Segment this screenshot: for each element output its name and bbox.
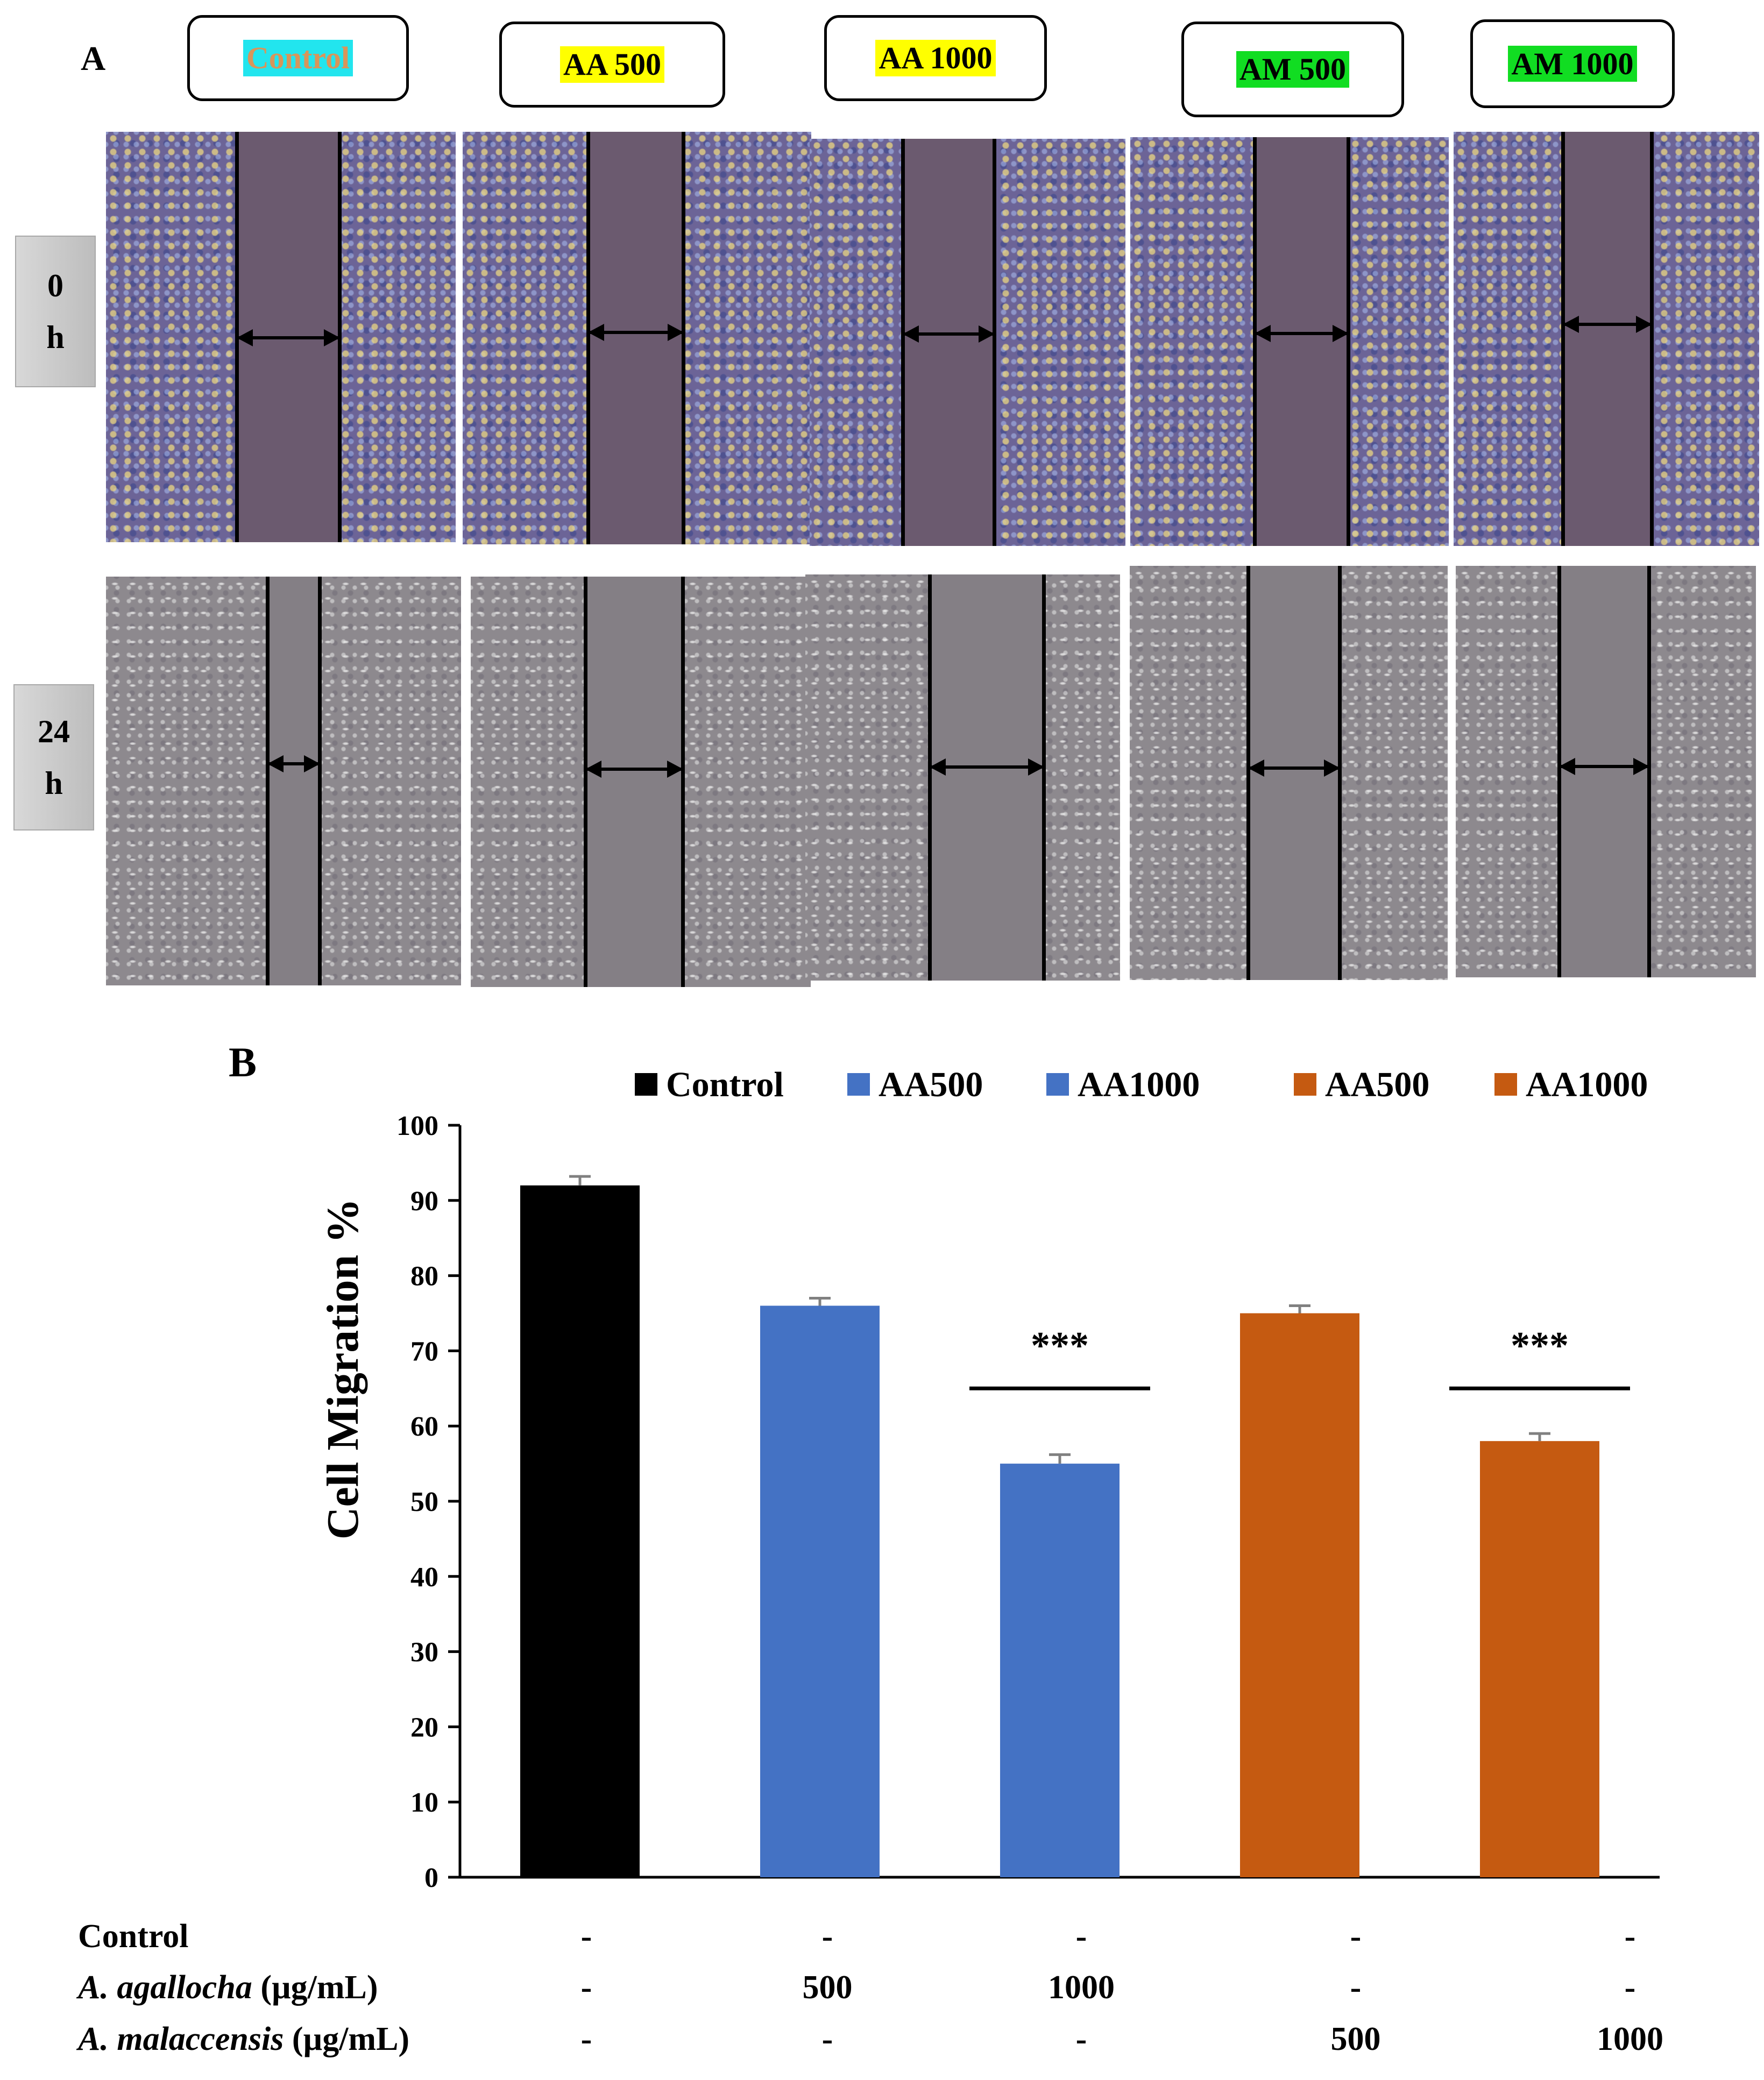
y-tick-label: 20 bbox=[410, 1712, 438, 1743]
gap-width-arrow bbox=[1563, 316, 1652, 333]
y-tick-label: 0 bbox=[424, 1863, 438, 1893]
y-tick-label: 70 bbox=[410, 1336, 438, 1367]
micrograph-aa1000-0h bbox=[810, 139, 1125, 546]
gap-width-arrow bbox=[1559, 758, 1649, 775]
y-axis: 0 10 20 30 40 50 60 70 80 90 100 bbox=[396, 1111, 1660, 1893]
bar-aa500 bbox=[760, 1305, 880, 1877]
condition-cell: 1000 bbox=[1597, 2021, 1663, 2057]
timepoint-value: 0 bbox=[47, 268, 63, 303]
condition-cell: - bbox=[580, 2021, 592, 2057]
legend-label: Control bbox=[666, 1065, 784, 1104]
y-tick-label: 10 bbox=[410, 1787, 438, 1818]
significance-marker: *** bbox=[1031, 1324, 1089, 1367]
gap-width-arrow bbox=[267, 755, 320, 772]
group-label-am500: AM 500 bbox=[1236, 51, 1350, 88]
gap-width-arrow bbox=[1248, 759, 1340, 777]
significance-marker: *** bbox=[1511, 1324, 1569, 1367]
group-label-box-control: Control bbox=[187, 15, 409, 101]
micrograph-aa1000-24h bbox=[805, 574, 1120, 981]
y-tick-label: 80 bbox=[410, 1261, 438, 1292]
bar-am500 bbox=[1240, 1313, 1359, 1877]
y-tick-label: 40 bbox=[410, 1562, 438, 1593]
gap-width-arrow bbox=[237, 329, 340, 346]
condition-cell: - bbox=[1624, 1969, 1636, 2006]
bars: *** *** bbox=[520, 1175, 1630, 1877]
bar-am1000 bbox=[1480, 1441, 1599, 1877]
gap-width-arrow bbox=[588, 324, 684, 341]
legend-swatch bbox=[635, 1073, 657, 1096]
condition-cell: - bbox=[821, 2021, 833, 2057]
micrograph-control-24h bbox=[106, 577, 461, 985]
condition-row-label: A. agallocha (µg/mL) bbox=[78, 1969, 378, 2006]
condition-cell: - bbox=[1075, 1918, 1087, 1955]
y-tick-label: 90 bbox=[410, 1186, 438, 1217]
condition-cell: - bbox=[1350, 1969, 1362, 2006]
condition-cell: - bbox=[1350, 1918, 1362, 1955]
legend-swatch bbox=[1046, 1073, 1069, 1096]
condition-cell: - bbox=[580, 1918, 592, 1955]
gap-width-arrow bbox=[1255, 325, 1349, 342]
legend-label: AA500 bbox=[879, 1065, 983, 1104]
micrograph-am500-0h bbox=[1130, 137, 1449, 546]
group-label-box-aa1000: AA 1000 bbox=[824, 15, 1047, 101]
y-tick-label: 30 bbox=[410, 1637, 438, 1668]
condition-row-label: A. malaccensis (µg/mL) bbox=[78, 2021, 410, 2057]
micrograph-control-0h bbox=[106, 132, 456, 542]
timepoint-unit: h bbox=[46, 320, 65, 355]
timepoint-label-24h: 24 h bbox=[13, 684, 94, 830]
condition-cell: - bbox=[1624, 1918, 1636, 1955]
timepoint-label-0h: 0 h bbox=[15, 236, 96, 387]
group-label-am1000: AM 1000 bbox=[1508, 45, 1637, 82]
panel-a-letter: A bbox=[81, 39, 106, 77]
micrograph-aa500-0h bbox=[463, 132, 811, 544]
micrograph-am500-24h bbox=[1130, 566, 1448, 980]
panel-b-letter: B bbox=[229, 1039, 257, 1085]
condition-cell: - bbox=[580, 1969, 592, 2006]
condition-row-label: Control bbox=[78, 1918, 189, 1955]
gap-width-arrow bbox=[903, 325, 995, 343]
condition-cell: - bbox=[1075, 2021, 1087, 2057]
legend-label: AA500 bbox=[1325, 1065, 1429, 1104]
legend-swatch bbox=[1294, 1073, 1316, 1096]
legend-label: AA1000 bbox=[1078, 1065, 1200, 1104]
condition-cell: 1000 bbox=[1048, 1969, 1115, 2006]
group-label-control: Control bbox=[243, 40, 353, 76]
timepoint-value: 24 bbox=[38, 714, 70, 749]
legend-swatch bbox=[847, 1073, 870, 1096]
group-label-aa1000: AA 1000 bbox=[875, 40, 996, 76]
condition-cell: 500 bbox=[802, 1969, 853, 2006]
legend-swatch bbox=[1494, 1073, 1517, 1096]
micrograph-am1000-24h bbox=[1456, 566, 1756, 977]
group-label-box-am1000: AM 1000 bbox=[1470, 19, 1675, 108]
micrograph-aa500-24h bbox=[471, 577, 811, 987]
group-label-box-aa500: AA 500 bbox=[499, 22, 725, 108]
condition-cell: 500 bbox=[1330, 2021, 1381, 2057]
chart-legend: Control AA500 AA1000 AA500 AA1000 bbox=[635, 1065, 1648, 1104]
y-axis-label: Cell Migration % bbox=[318, 1198, 368, 1540]
y-tick-label: 100 bbox=[396, 1111, 438, 1141]
y-tick-label: 60 bbox=[410, 1411, 438, 1442]
condition-cell: - bbox=[821, 1918, 833, 1955]
y-tick-label: 50 bbox=[410, 1487, 438, 1517]
gap-width-arrow bbox=[930, 758, 1044, 776]
gap-width-arrow bbox=[585, 761, 683, 778]
timepoint-unit: h bbox=[45, 765, 63, 801]
group-label-box-am500: AM 500 bbox=[1181, 22, 1404, 117]
bar-control bbox=[520, 1185, 640, 1877]
legend-label: AA1000 bbox=[1526, 1065, 1648, 1104]
group-label-aa500: AA 500 bbox=[559, 46, 665, 83]
bar-aa1000 bbox=[1000, 1464, 1120, 1877]
micrograph-am1000-0h bbox=[1454, 132, 1759, 546]
